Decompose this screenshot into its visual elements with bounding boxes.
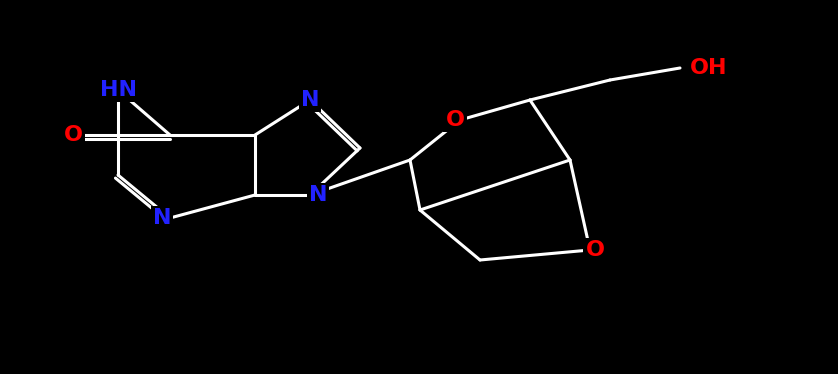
Text: N: N [308,185,328,205]
Text: N: N [153,208,171,228]
Text: O: O [64,125,82,145]
Text: O: O [446,110,464,130]
Text: O: O [586,240,604,260]
Text: HN: HN [100,80,137,100]
Text: N: N [301,90,319,110]
Text: OH: OH [690,58,727,78]
